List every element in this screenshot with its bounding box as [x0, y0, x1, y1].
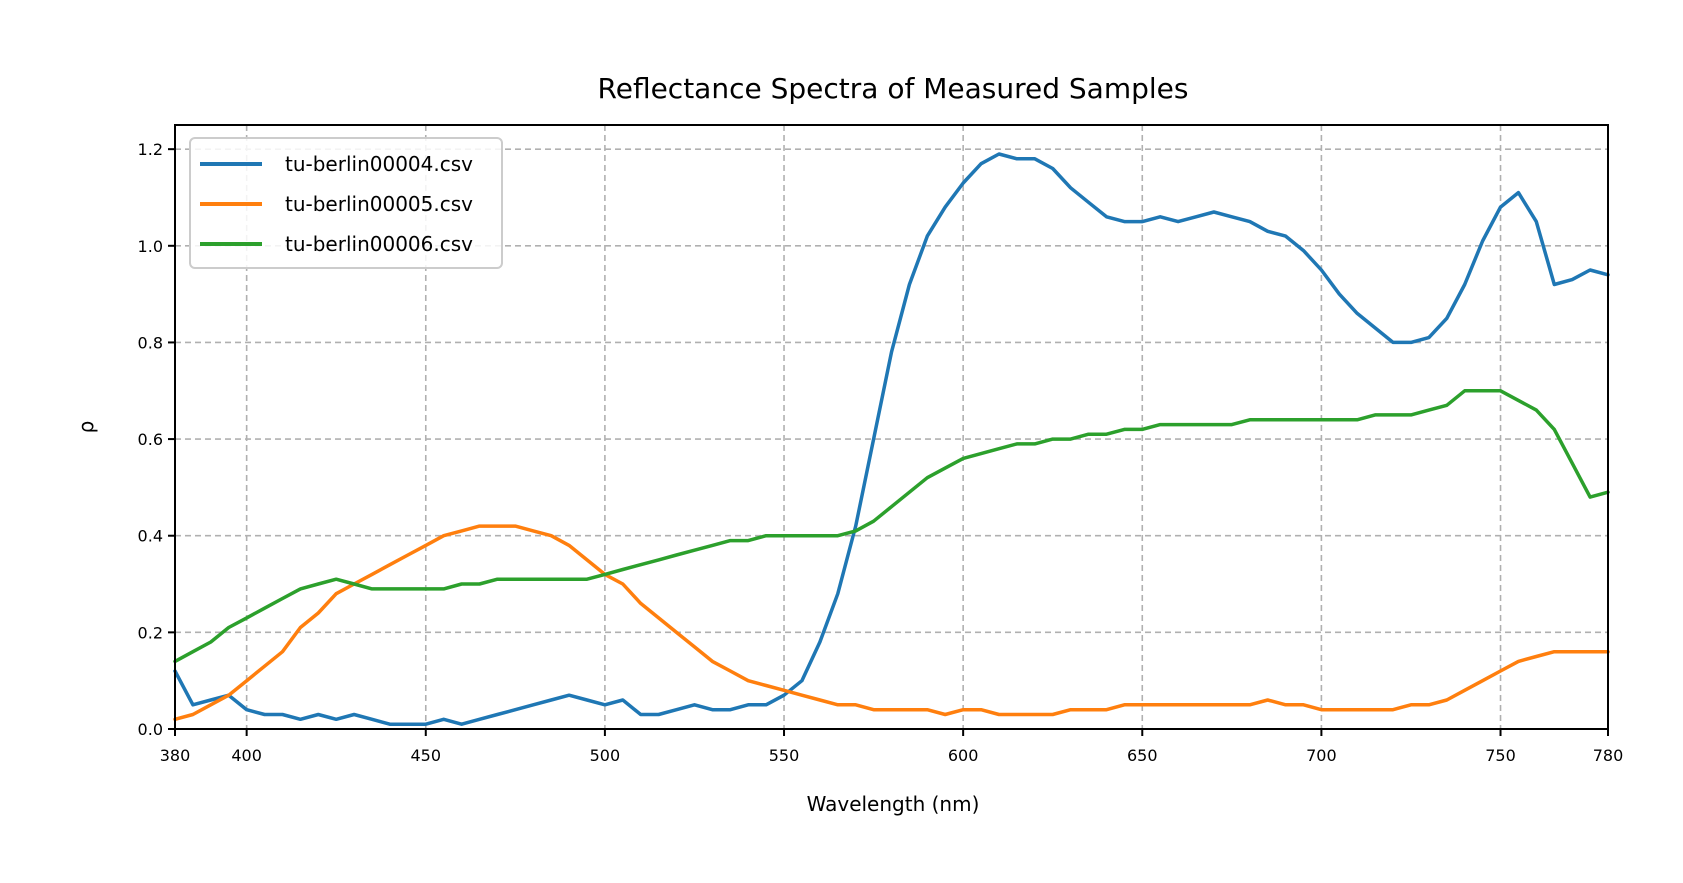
legend-label: tu-berlin00006.csv [285, 232, 473, 256]
series-line [173, 152, 1610, 726]
y-tick-label: 0.0 [138, 720, 163, 739]
x-tick-label: 780 [1593, 746, 1624, 765]
x-tick-label: 380 [160, 746, 191, 765]
x-tick-label: 500 [590, 746, 621, 765]
x-axis-label: Wavelength (nm) [807, 792, 980, 816]
x-tick-label: 700 [1306, 746, 1337, 765]
x-tick-label: 650 [1127, 746, 1158, 765]
x-tick-label: 550 [769, 746, 800, 765]
legend-label: tu-berlin00005.csv [285, 192, 473, 216]
y-axis-label: ρ [74, 421, 98, 434]
x-tick-label: 400 [231, 746, 262, 765]
series-line [173, 524, 1610, 722]
legend-label: tu-berlin00004.csv [285, 152, 473, 176]
plot-frame [174, 124, 1609, 730]
legend: tu-berlin00004.csv tu-berlin00005.csv tu-b… [189, 137, 503, 269]
legend-box [189, 137, 503, 269]
chart-title: Reflectance Spectra of Measured Samples [598, 72, 1189, 105]
x-tick-label: 450 [411, 746, 442, 765]
y-tick-label: 1.0 [138, 237, 163, 256]
x-axis: 380 400 450 500 550 600 650 700 750 780 [160, 729, 1624, 765]
grid [175, 125, 1608, 729]
y-tick-label: 1.2 [138, 140, 163, 159]
series-line [173, 389, 1610, 664]
y-tick-label: 0.4 [138, 527, 163, 546]
y-tick-label: 0.6 [138, 430, 163, 449]
y-axis: 0.0 0.2 0.4 0.6 0.8 1.0 1.2 [138, 140, 175, 739]
x-tick-label: 750 [1485, 746, 1516, 765]
x-tick-label: 600 [948, 746, 979, 765]
series-layer [173, 152, 1610, 726]
y-tick-label: 0.8 [138, 333, 163, 352]
y-tick-label: 0.2 [138, 623, 163, 642]
